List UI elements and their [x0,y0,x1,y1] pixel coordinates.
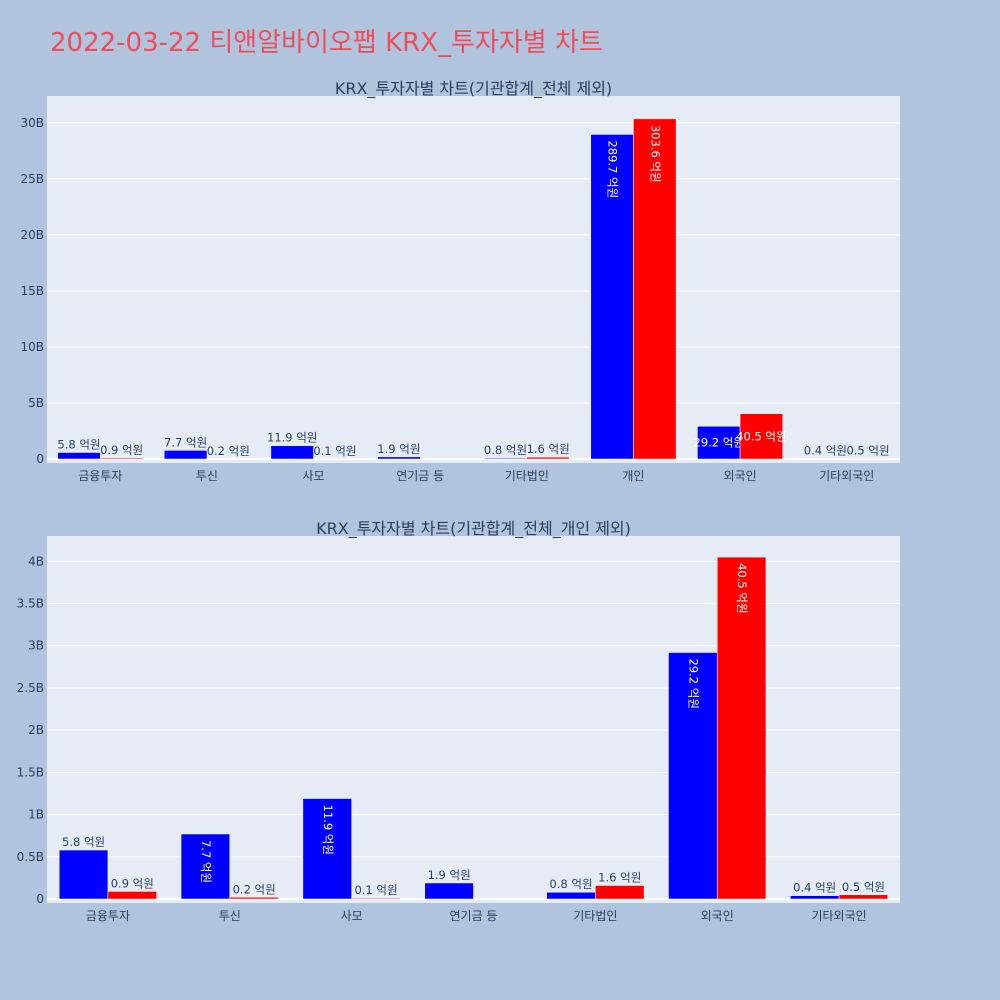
bar [424,882,474,900]
y-tick-label: 3B [28,639,44,653]
data-label: 0.8 억원 [484,443,527,457]
bar [270,445,314,460]
x-tick-label: 연기금 등 [396,469,444,483]
bar [100,457,144,460]
y-tick-label: 20B [20,228,44,242]
page-title: 2022-03-22 티앤알바이오팹 KRX_투자자별 차트 [50,28,603,58]
x-tick-label: 기타법인 [573,909,617,923]
data-label: 0.2 억원 [233,882,276,896]
bar [790,895,840,900]
y-tick-label: 1B [28,808,44,822]
x-tick-label: 개인 [622,469,644,483]
chart-2: 0 0.5B 1B 1.5B 2B 2.5B 3B 3.5B 4B KRX_투자자별 차트(기관합… [17,519,900,923]
bar [302,798,352,900]
data-label: 5.8 억원 [57,438,100,452]
bar [57,452,101,460]
data-label: 0.5 억원 [842,880,885,894]
data-label: 11.9 억원 [267,431,317,445]
bar [846,458,890,460]
y-tick-label: 4B [28,554,44,568]
bar [351,897,401,900]
data-label: 303.6 억원 [648,125,662,183]
data-label: 11.9 억원 [321,805,335,855]
data-label: 7.7 억원 [164,435,207,449]
bar [526,456,570,460]
y-tick-label: 5B [28,396,44,410]
y-tick-label: 30B [20,116,44,130]
data-label: 0.2 억원 [207,444,250,458]
data-label: 1.6 억원 [598,870,641,884]
bar [229,897,279,900]
data-label: 0.5 억원 [846,443,889,457]
y-tick-label: 0 [36,892,44,906]
y-tick-label: 2.5B [17,681,44,695]
bar [164,450,208,460]
data-label: 0.1 억원 [313,444,356,458]
x-tick-label: 외국인 [724,469,757,483]
data-label: 5.8 억원 [62,835,105,849]
data-label: 7.7 억원 [199,840,213,883]
data-label: 0.1 억원 [354,883,397,897]
y-tick-label: 2B [28,723,44,737]
y-tick-label: 1.5B [17,765,44,779]
chart-title: KRX_투자자별 차트(기관합계_전체_개인 제외) [316,519,631,539]
x-tick-label: 기타외국인 [811,909,866,923]
y-tick-label: 25B [20,172,44,186]
bar [180,833,231,900]
chart-title: KRX_투자자별 차트(기관합계_전체 제외) [335,79,612,99]
bar [739,413,783,460]
data-label: 0.9 억원 [111,876,154,890]
bar [595,885,645,900]
plot-background [47,96,900,463]
bar [546,891,596,900]
bar [590,134,634,460]
x-tick-label: 투신 [219,909,241,923]
bar [58,849,109,900]
data-label: 1.9 억원 [428,868,471,882]
bar [107,891,157,900]
bar [633,118,677,460]
x-tick-label: 금융투자 [78,469,122,483]
data-label: 0.4 억원 [804,444,847,458]
data-label: 40.5 억원 [735,563,749,613]
bar [716,556,767,900]
x-tick-label: 기타외국인 [819,469,874,483]
data-label: 0.9 억원 [100,443,143,457]
data-label: 0.8 억원 [549,877,592,891]
y-tick-label: 0.5B [17,850,44,864]
bar [668,652,718,900]
y-tick-label: 0 [36,452,44,466]
y-tick-label: 3.5B [17,597,44,611]
data-label: 289.7 억원 [606,140,620,198]
y-tick-label: 15B [20,284,44,298]
x-tick-label: 사모 [341,909,363,923]
x-tick-label: 금융투자 [86,909,130,923]
bar [377,456,421,460]
data-label: 40.5 억원 [736,429,786,443]
x-tick-label: 외국인 [701,909,734,923]
bar [838,894,889,900]
x-tick-label: 투신 [196,469,218,483]
data-label: 29.2 억원 [686,658,700,708]
y-tick-label: 10B [20,340,44,354]
data-label: 1.9 억원 [377,442,420,456]
plot-background [47,536,900,903]
x-tick-label: 사모 [303,469,325,483]
bar [483,457,528,460]
bar [697,426,741,460]
x-tick-label: 기타법인 [505,469,549,483]
data-label: 29.2 억원 [694,436,744,450]
data-label: 1.6 억원 [527,442,570,456]
chart-1: 0 5B 10B 15B 20B 25B 30B KRX_투자자별 차트(기관합계_전체 제외… [20,79,900,483]
data-label: 0.4 억원 [793,881,836,895]
x-tick-label: 연기금 등 [450,909,498,923]
